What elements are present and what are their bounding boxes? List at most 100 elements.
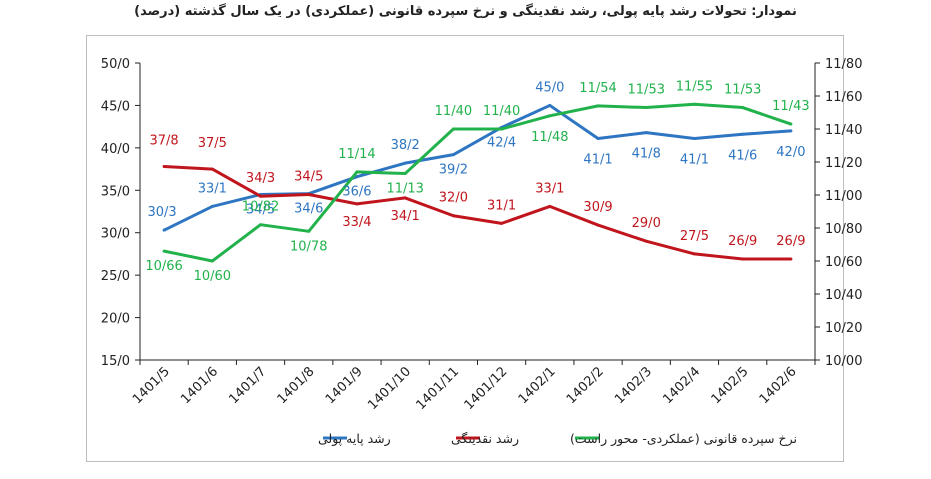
data-point-2 [548,114,552,118]
data-label-2: 11/53 [724,83,761,98]
left-tick-label: 15/0 [101,354,130,369]
data-point-1 [692,252,696,256]
data-label-2: 11/14 [338,147,375,162]
data-point-0 [644,131,648,135]
x-tick-label: 1401/8 [275,364,318,407]
x-tick-label: 1402/6 [757,364,800,407]
legend: رشد پایه پولی رشد نقدینگی نرخ سپرده قانونی… [318,431,797,447]
legend-label-1: رشد نقدینگی [451,431,519,447]
x-tick-label: 1401/6 [178,364,221,407]
data-point-2 [741,106,745,110]
data-label-1: 31/1 [487,198,516,213]
series-line-1 [164,165,791,261]
left-tick-label: 20/0 [101,312,130,327]
data-label-1: 34/5 [294,170,323,185]
left-tick-label: 50/0 [101,57,130,72]
data-label-1: 29/0 [632,216,661,231]
data-label-1: 34/1 [391,209,420,224]
data-point-2 [403,172,407,176]
data-point-0 [596,137,600,141]
data-point-0 [789,129,793,133]
data-label-2: 11/48 [531,130,568,145]
data-point-1 [741,257,745,261]
data-point-1 [548,204,552,208]
data-label-0: 39/2 [439,163,468,178]
data-point-0 [210,204,214,208]
series-line-2 [163,102,792,263]
data-label-1: 37/5 [198,136,227,151]
data-label-2: 11/43 [772,99,809,114]
data-label-0: 36/6 [342,185,371,200]
data-point-2 [259,223,263,227]
data-label-0: 41/1 [680,153,709,168]
series-lines [162,102,793,263]
data-point-2 [500,127,504,131]
data-point-1 [259,194,263,198]
data-label-1: 26/9 [776,234,805,249]
data-point-1 [210,167,214,171]
data-label-0: 41/6 [728,148,757,163]
data-point-2 [644,106,648,110]
data-point-2 [596,104,600,108]
x-tick-label: 1402/5 [709,364,752,407]
legend-label-0: رشد پایه پولی [318,431,391,447]
data-point-1 [596,223,600,227]
data-point-1 [500,221,504,225]
left-tick-label: 35/0 [101,184,130,199]
x-tick-label: 1402/4 [660,364,703,407]
right-tick-label: 11/40 [825,123,862,138]
data-label-0: 42/0 [776,145,805,160]
data-label-1: 34/3 [246,171,275,186]
right-tick-label: 11/80 [825,57,862,72]
right-tick-label: 10/80 [825,222,862,237]
x-tick-label: 1401/7 [226,364,269,407]
chart-title: نمودار: تحولات رشد پایه پولی، رشد نقدینگ… [134,4,797,19]
data-point-0 [548,103,552,107]
data-label-1: 30/9 [583,200,612,215]
x-tick-label: 1401/9 [323,364,366,407]
series-line-0 [163,103,791,232]
data-label-2: 11/40 [483,104,520,119]
data-point-2 [355,170,359,174]
right-tick-label: 10/40 [825,288,862,303]
data-point-2 [692,102,696,106]
data-label-0: 45/0 [535,80,564,95]
data-label-2: 10/78 [290,239,327,254]
data-point-1 [403,196,407,200]
data-label-0: 41/8 [632,147,661,162]
right-tick-label: 11/60 [825,90,862,105]
data-label-2: 10/66 [145,259,182,274]
data-point-1 [451,214,455,218]
data-point-0 [355,175,359,179]
x-tick-label: 1401/12 [462,364,511,413]
data-label-0: 38/2 [391,138,420,153]
data-label-1: 33/4 [342,215,371,230]
data-label-1: 33/1 [535,181,564,196]
x-tick-label: 1401/11 [413,364,462,413]
left-tick-label: 30/0 [101,227,130,242]
right-tick-label: 11/00 [825,189,862,204]
data-label-1: 37/8 [150,134,179,149]
right-tick-label: 11/20 [825,156,862,171]
chart-frame [86,35,844,462]
data-point-2 [789,122,793,126]
data-point-0 [162,228,166,232]
legend-label-2: نرخ سپرده قانونی (عملکردی- محور راست) [570,431,797,447]
data-point-0 [451,153,455,157]
right-tick-label: 10/60 [825,255,862,270]
data-labels: 30/3 33/1 34/5 34/6 36/6 38/2 39/2 42/4 45/0 41/1… [145,79,809,284]
data-label-0: 33/1 [198,181,227,196]
data-point-2 [307,229,311,233]
x-tick-label: 1402/1 [516,364,559,407]
data-point-0 [741,132,745,136]
data-point-0 [403,161,407,165]
data-label-1: 27/5 [680,229,709,244]
data-label-0: 34/6 [294,202,323,217]
data-point-1 [162,165,166,169]
left-tick-label: 40/0 [101,142,130,157]
data-point-2 [162,249,166,253]
data-label-1: 32/0 [439,191,468,206]
right-tick-label: 10/20 [825,321,862,336]
data-point-2 [210,259,214,263]
